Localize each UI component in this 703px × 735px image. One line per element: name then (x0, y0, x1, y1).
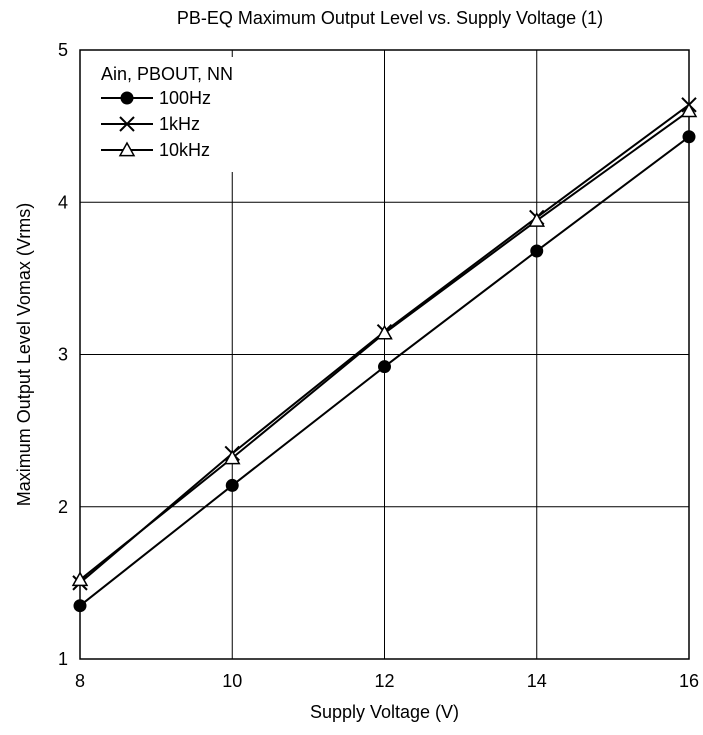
series-markers-100Hz (73, 130, 696, 613)
series-group (71, 97, 698, 613)
legend-marker (119, 116, 135, 132)
legend-label: 1kHz (159, 114, 200, 134)
data-point (530, 244, 544, 258)
data-point (378, 360, 391, 374)
x-tick-label: 12 (374, 671, 394, 691)
legend-title: Ain, PBOUT, NN (101, 64, 233, 84)
data-point (223, 449, 241, 465)
legend-entry: 1kHz (101, 114, 200, 134)
x-tick-label: 14 (527, 671, 547, 691)
data-point (528, 211, 546, 227)
legend: Ain, PBOUT, NN 100Hz 1kHz 10kHz (91, 57, 261, 172)
legend-marker (120, 91, 134, 105)
legend-label: 10kHz (159, 140, 210, 160)
legend-entry: 100Hz (101, 88, 211, 108)
x-axis-label: Supply Voltage (V) (310, 702, 459, 722)
data-point (225, 478, 239, 492)
plot-frame (79, 49, 690, 660)
y-tick-labels: 1 2 3 4 5 (58, 40, 68, 669)
legend-entry: 10kHz (101, 140, 210, 160)
x-tick-label: 10 (222, 671, 242, 691)
data-point (71, 571, 89, 587)
y-tick-label: 4 (58, 192, 68, 212)
legend-background (91, 57, 261, 172)
legend-marker (118, 141, 136, 157)
y-axis-label: Maximum Output Level Vomax (Vrms) (14, 203, 34, 506)
data-point (680, 102, 698, 118)
legend-label: 100Hz (159, 88, 211, 108)
y-tick-label: 3 (58, 345, 68, 365)
data-point (73, 599, 87, 613)
data-point (682, 130, 696, 144)
y-tick-label: 5 (58, 40, 68, 60)
data-point (376, 324, 393, 340)
x-tick-labels: 8 10 12 14 16 (75, 671, 699, 691)
x-tick-label: 8 (75, 671, 85, 691)
x-tick-label: 16 (679, 671, 699, 691)
y-tick-label: 1 (58, 649, 68, 669)
series-markers-10kHz (71, 102, 698, 587)
legend-items: 100Hz 1kHz 10kHz (101, 88, 211, 160)
chart-title: PB-EQ Maximum Output Level vs. Supply Vo… (177, 8, 603, 28)
y-tick-label: 2 (58, 497, 68, 517)
